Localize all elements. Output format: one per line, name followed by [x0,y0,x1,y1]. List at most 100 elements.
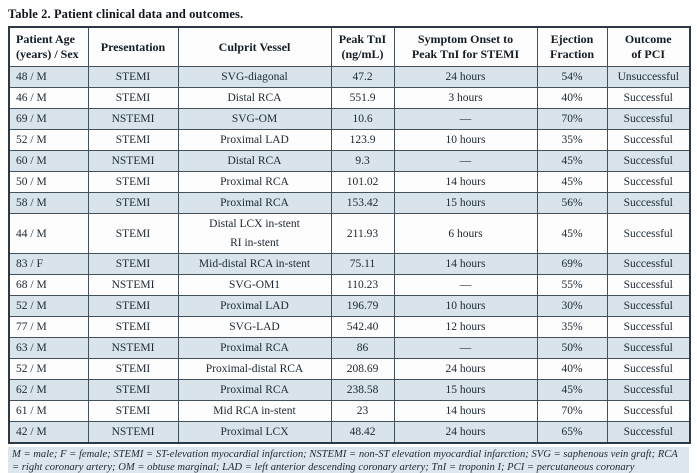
table-body: 48 / M STEMI SVG-diagonal 47.2 24 hours 54% Un… [8,66,691,444]
table-cell: Successful [606,108,691,130]
table-cell: 48 / M [8,66,89,88]
table-cell: SVG-OM1 [177,274,332,296]
table-cell: Unsuccessful [606,66,691,88]
table-row: 60 / M NSTEMI Distal RCA 9.3—45% Successful [8,150,691,172]
table-cell: 238.58 [330,379,395,401]
table-cell: 62 / M [8,379,89,401]
column-header: Ejection Fraction [536,26,608,67]
table-cell: 45% [536,379,608,401]
table-cell: SVG-LAD [177,316,332,338]
table-cell: — [393,150,538,172]
table-cell: 3 hours [393,87,538,109]
table-row: 62 / M STEMI Proximal RCA 238.58 15 hours 45%… [8,379,691,401]
table-cell: 40% [536,358,608,380]
table-cell: NSTEMI [87,150,179,172]
table-cell: 10.6 [330,108,395,130]
table-cell: Successful [606,192,691,214]
table-cell: 211.93 [330,213,395,254]
table-cell: 83 / F [8,253,89,275]
table-cell: 44 / M [8,213,89,254]
table-cell: SVG-diagonal [177,66,332,88]
table-header: Patient Age (years) / Sex Presentation Cul… [8,26,691,67]
table-cell: STEMI [87,192,179,214]
column-header: Presentation [87,26,179,67]
table-cell: 40% [536,87,608,109]
table-cell: — [393,274,538,296]
table-cell: Successful [606,379,691,401]
column-header: Patient Age (years) / Sex [8,26,89,67]
table-cell: 68 / M [8,274,89,296]
table-cell: — [393,108,538,130]
table-cell: 42 / M [8,421,89,444]
table-cell: Proximal LCX [177,421,332,444]
table-cell: STEMI [87,400,179,422]
table-cell: Successful [606,253,691,275]
table-cell: 47.2 [330,66,395,88]
table-cell: Successful [606,337,691,359]
table-row: 48 / M STEMI SVG-diagonal 47.2 24 hours 54% Un… [8,66,691,88]
table-cell: Successful [606,87,691,109]
table-title: Table 2. Patient clinical data and outco… [8,7,244,21]
table-cell: 45% [536,150,608,172]
table-cell: Proximal-distal RCA [177,358,332,380]
table-cell: Successful [606,213,691,254]
table-row: 44 / M STEMI Distal LCX in-stent RI in-ste… [8,213,691,254]
table-cell: Successful [606,150,691,172]
table-cell: 86 [330,337,395,359]
table-cell: 110.23 [330,274,395,296]
table-cell: Successful [606,295,691,317]
table-cell: 46 / M [8,87,89,109]
table-cell: Proximal RCA [177,192,332,214]
table-row: 68 / M NSTEMI SVG-OM1 110.23—55% Successful [8,274,691,296]
table-cell: 14 hours [393,400,538,422]
table-cell: Successful [606,129,691,151]
table-cell: Mid-distal RCA in-stent [177,253,332,275]
table-cell: 69 / M [8,108,89,130]
table-cell: 153.42 [330,192,395,214]
table-cell: NSTEMI [87,274,179,296]
table-footnote: M = male; F = female; STEMI = ST-elevati… [8,447,689,473]
table-cell: STEMI [87,295,179,317]
column-header: Outcome of PCI [606,26,691,67]
table-cell: 10 hours [393,129,538,151]
table-cell: Proximal LAD [177,295,332,317]
table-row: 63 / M NSTEMI Proximal RCA 86—50% Successful [8,337,691,359]
table-cell: Successful [606,316,691,338]
table-cell: 24 hours [393,66,538,88]
table-cell: 45% [536,171,608,193]
table-cell: Proximal RCA [177,337,332,359]
table-row: 52 / M STEMI Proximal LAD 196.79 10 hours 30%… [8,295,691,317]
table-cell: 61 / M [8,400,89,422]
table-cell: 70% [536,400,608,422]
table-cell: 14 hours [393,253,538,275]
table-cell: 52 / M [8,129,89,151]
table-cell: SVG-OM [177,108,332,130]
table-cell: 54% [536,66,608,88]
table-cell: 123.9 [330,129,395,151]
table-cell: 60 / M [8,150,89,172]
table-cell: 70% [536,108,608,130]
table-cell: 10 hours [393,295,538,317]
table-cell: NSTEMI [87,421,179,444]
column-header: Peak TnI (ng/mL) [330,26,395,67]
table-cell: 55% [536,274,608,296]
table-cell: STEMI [87,213,179,254]
table-row: 77 / M STEMI SVG-LAD 542.40 12 hours 35% Succe… [8,316,691,338]
table-cell: Distal RCA [177,87,332,109]
table-cell: Successful [606,274,691,296]
column-header: Culprit Vessel [177,26,332,67]
table-row: 52 / M STEMI Proximal LAD 123.9 10 hours 35% S… [8,129,691,151]
table-cell: 56% [536,192,608,214]
table-cell: STEMI [87,253,179,275]
table-cell: 45% [536,213,608,254]
table-cell: 15 hours [393,379,538,401]
table-row: 42 / M NSTEMI Proximal LCX 48.42 24 hours 65%… [8,421,691,444]
table-cell: STEMI [87,316,179,338]
table-cell: 15 hours [393,192,538,214]
table-cell: 23 [330,400,395,422]
table-cell: — [393,337,538,359]
table-cell: 69% [536,253,608,275]
table-cell: 12 hours [393,316,538,338]
table-cell: 52 / M [8,358,89,380]
